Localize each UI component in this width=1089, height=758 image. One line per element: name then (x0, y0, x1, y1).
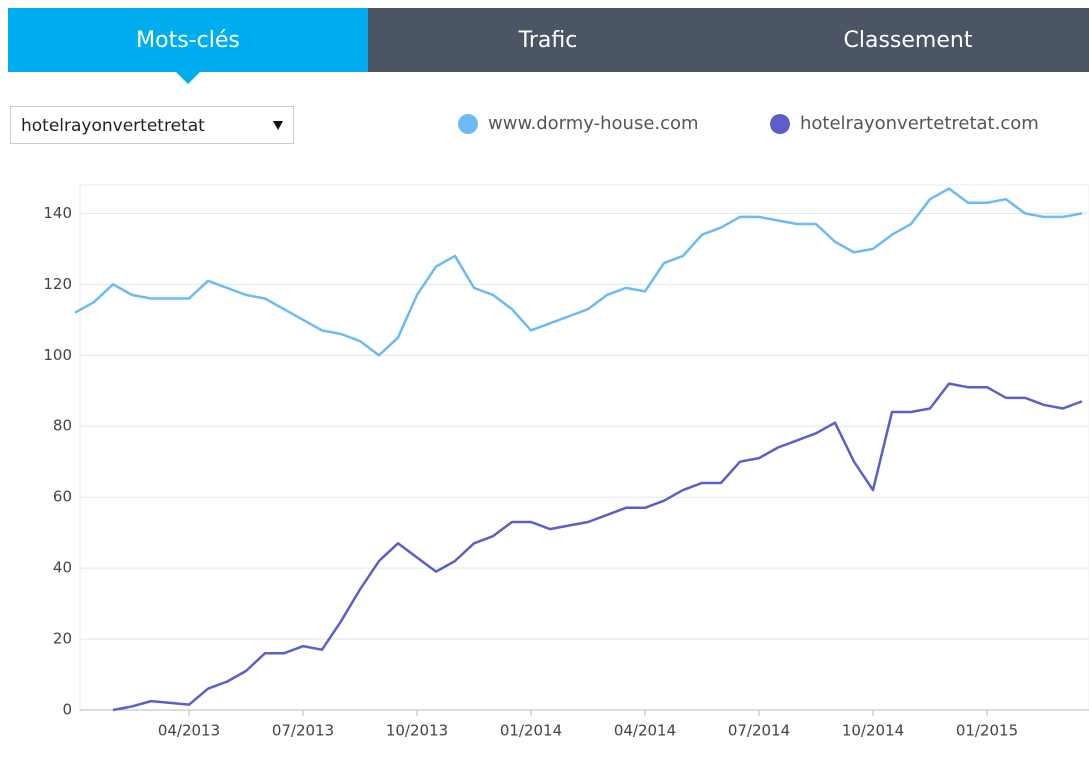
series-line (74, 187, 1083, 357)
legend-swatch (458, 114, 478, 134)
x-tick-label: 10/2013 (386, 722, 448, 740)
legend-swatch (770, 114, 790, 134)
tab[interactable]: Mots-clés (8, 8, 368, 84)
x-tick-label: 07/2013 (272, 722, 334, 740)
x-tick-label: 01/2015 (956, 722, 1018, 740)
chart: 0 20 40 60 80 100 120 140 04/2013 07/2013 10/2013 0… (43, 113, 1089, 740)
legend-label: www.dormy-house.com (488, 113, 699, 134)
y-tick-label: 80 (53, 417, 72, 435)
tab[interactable]: Trafic (518, 27, 578, 53)
x-tick-label: 04/2013 (158, 722, 220, 740)
x-tick-label: 10/2014 (842, 722, 904, 740)
x-tick-label: 07/2014 (728, 722, 790, 740)
dropdown-value: hotelrayonvertetretat (21, 116, 205, 136)
tab-bar: Mots-clés Trafic Classement (8, 8, 1089, 84)
y-tick-label: 120 (43, 275, 72, 293)
plot-frame (79, 184, 1089, 711)
y-tick-label: 100 (43, 346, 72, 364)
y-tick-label: 60 (53, 488, 72, 506)
series-line (112, 382, 1083, 712)
legend-label: hotelrayonvertetretat.com (800, 113, 1039, 134)
legend: www.dormy-house.com hotelrayonvertetretat… (458, 113, 1039, 134)
y-tick-label: 0 (62, 701, 72, 719)
dropdown[interactable]: hotelrayonvertetretat (10, 106, 294, 144)
y-tick-label: 40 (53, 559, 72, 577)
tab[interactable]: Classement (843, 27, 973, 53)
dropdown-arrow (273, 121, 283, 130)
x-tick-label: 01/2014 (500, 722, 562, 740)
x-tick-label: 04/2014 (614, 722, 676, 740)
y-tick-label: 140 (43, 204, 72, 222)
y-tick-label: 20 (53, 630, 72, 648)
